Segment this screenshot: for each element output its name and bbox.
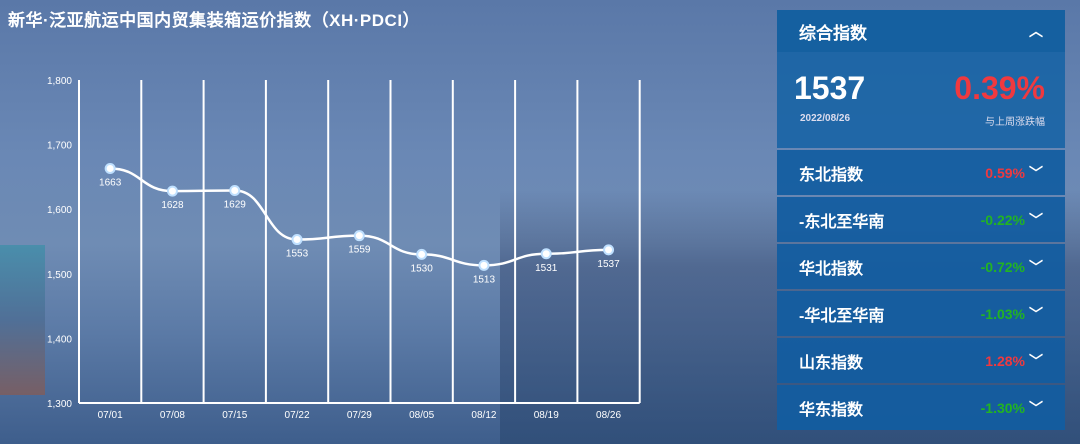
y-tick-label: 1,300 [47, 399, 72, 410]
chevron-down-icon[interactable]: ﹀ [1029, 211, 1043, 228]
x-tick-label: 08/26 [596, 410, 621, 421]
data-point [603, 244, 615, 256]
data-label: 1628 [161, 200, 184, 211]
sub-index-change: -1.03% [980, 305, 1025, 322]
x-tick-label: 07/15 [222, 410, 247, 421]
chevron-up-icon[interactable]: ︿ [1029, 23, 1043, 39]
sub-index-label: 东北指数 [799, 166, 864, 184]
data-label: 1559 [348, 245, 371, 256]
sub-index-row[interactable]: 华东指数 -1.30% ﹀ [777, 385, 1065, 430]
chevron-down-icon[interactable]: ﹀ [1029, 164, 1043, 181]
data-label: 1513 [473, 274, 496, 285]
data-label: 1531 [535, 263, 558, 274]
data-point [104, 163, 116, 175]
sub-index-change: 1.28% [985, 352, 1025, 369]
index-panel: 综合指数 ︿ 1537 2022/08/26 0.39% 与上周涨跌幅 东北指数 0… [777, 10, 1065, 430]
x-tick-label: 08/19 [534, 410, 559, 421]
weekly-change-label: 与上周涨跌幅 [985, 117, 1045, 128]
data-label: 1663 [99, 178, 122, 189]
sub-index-label: 山东指数 [799, 354, 864, 372]
data-label: 1530 [411, 263, 434, 274]
data-point [166, 185, 178, 197]
composite-index-card: 1537 2022/08/26 0.39% 与上周涨跌幅 [777, 52, 1065, 148]
data-label: 1629 [224, 199, 247, 210]
x-tick-label: 07/22 [285, 410, 310, 421]
line-chart: 1,300 1,400 1,500 1,600 1,700 1,800 1663 07/01 1… [47, 76, 621, 421]
data-point [478, 259, 490, 271]
sub-index-label: 华北指数 [799, 260, 864, 278]
x-tick-label: 08/05 [409, 410, 434, 421]
x-tick-label: 07/01 [98, 410, 123, 421]
y-tick-label: 1,400 [47, 334, 72, 345]
data-point [291, 234, 303, 246]
sub-index-label: -华北至华南 [799, 307, 885, 325]
data-point [353, 230, 365, 242]
header-label: 综合指数 [799, 23, 867, 43]
data-label: 1537 [597, 259, 620, 270]
x-tick-label: 07/29 [347, 410, 372, 421]
data-point [229, 184, 241, 196]
sub-index-label: -东北至华南 [799, 213, 885, 231]
data-point [540, 248, 552, 260]
data-label: 1553 [286, 249, 309, 260]
data-point [416, 248, 428, 260]
sub-index-row[interactable]: -华北至华南 -1.03% ﹀ [777, 291, 1065, 336]
y-tick-label: 1,600 [47, 205, 72, 216]
chevron-down-icon[interactable]: ﹀ [1029, 305, 1043, 322]
sub-index-change: 0.59% [985, 164, 1025, 181]
background-containers [0, 245, 45, 395]
sub-index-row[interactable]: 山东指数 1.28% ﹀ [777, 338, 1065, 383]
y-tick-label: 1,800 [47, 76, 72, 87]
sub-index-change: -1.30% [980, 399, 1025, 416]
sub-index-row[interactable]: 华北指数 -0.72% ﹀ [777, 244, 1065, 289]
sub-index-label: 华东指数 [799, 401, 864, 419]
index-value: 1537 [794, 70, 866, 106]
y-tick-label: 1,500 [47, 270, 72, 281]
x-tick-label: 07/08 [160, 410, 185, 421]
sub-index-change: -0.72% [980, 258, 1025, 275]
chevron-down-icon[interactable]: ﹀ [1029, 399, 1043, 416]
weekly-change: 0.39% [954, 70, 1045, 106]
chevron-down-icon[interactable]: ﹀ [1029, 352, 1043, 369]
page-title: 新华·泛亚航运中国内贸集装箱运价指数（XH·PDCI） [8, 11, 421, 30]
sub-index-row[interactable]: 东北指数 0.59% ﹀ [777, 150, 1065, 195]
composite-index-header[interactable]: 综合指数 ︿ [777, 10, 1065, 52]
index-date: 2022/08/26 [800, 113, 851, 124]
sub-index-row[interactable]: -东北至华南 -0.22% ﹀ [777, 197, 1065, 242]
chevron-down-icon[interactable]: ﹀ [1029, 258, 1043, 275]
y-tick-label: 1,700 [47, 141, 72, 152]
sub-index-change: -0.22% [980, 211, 1025, 228]
x-tick-label: 08/12 [471, 410, 496, 421]
